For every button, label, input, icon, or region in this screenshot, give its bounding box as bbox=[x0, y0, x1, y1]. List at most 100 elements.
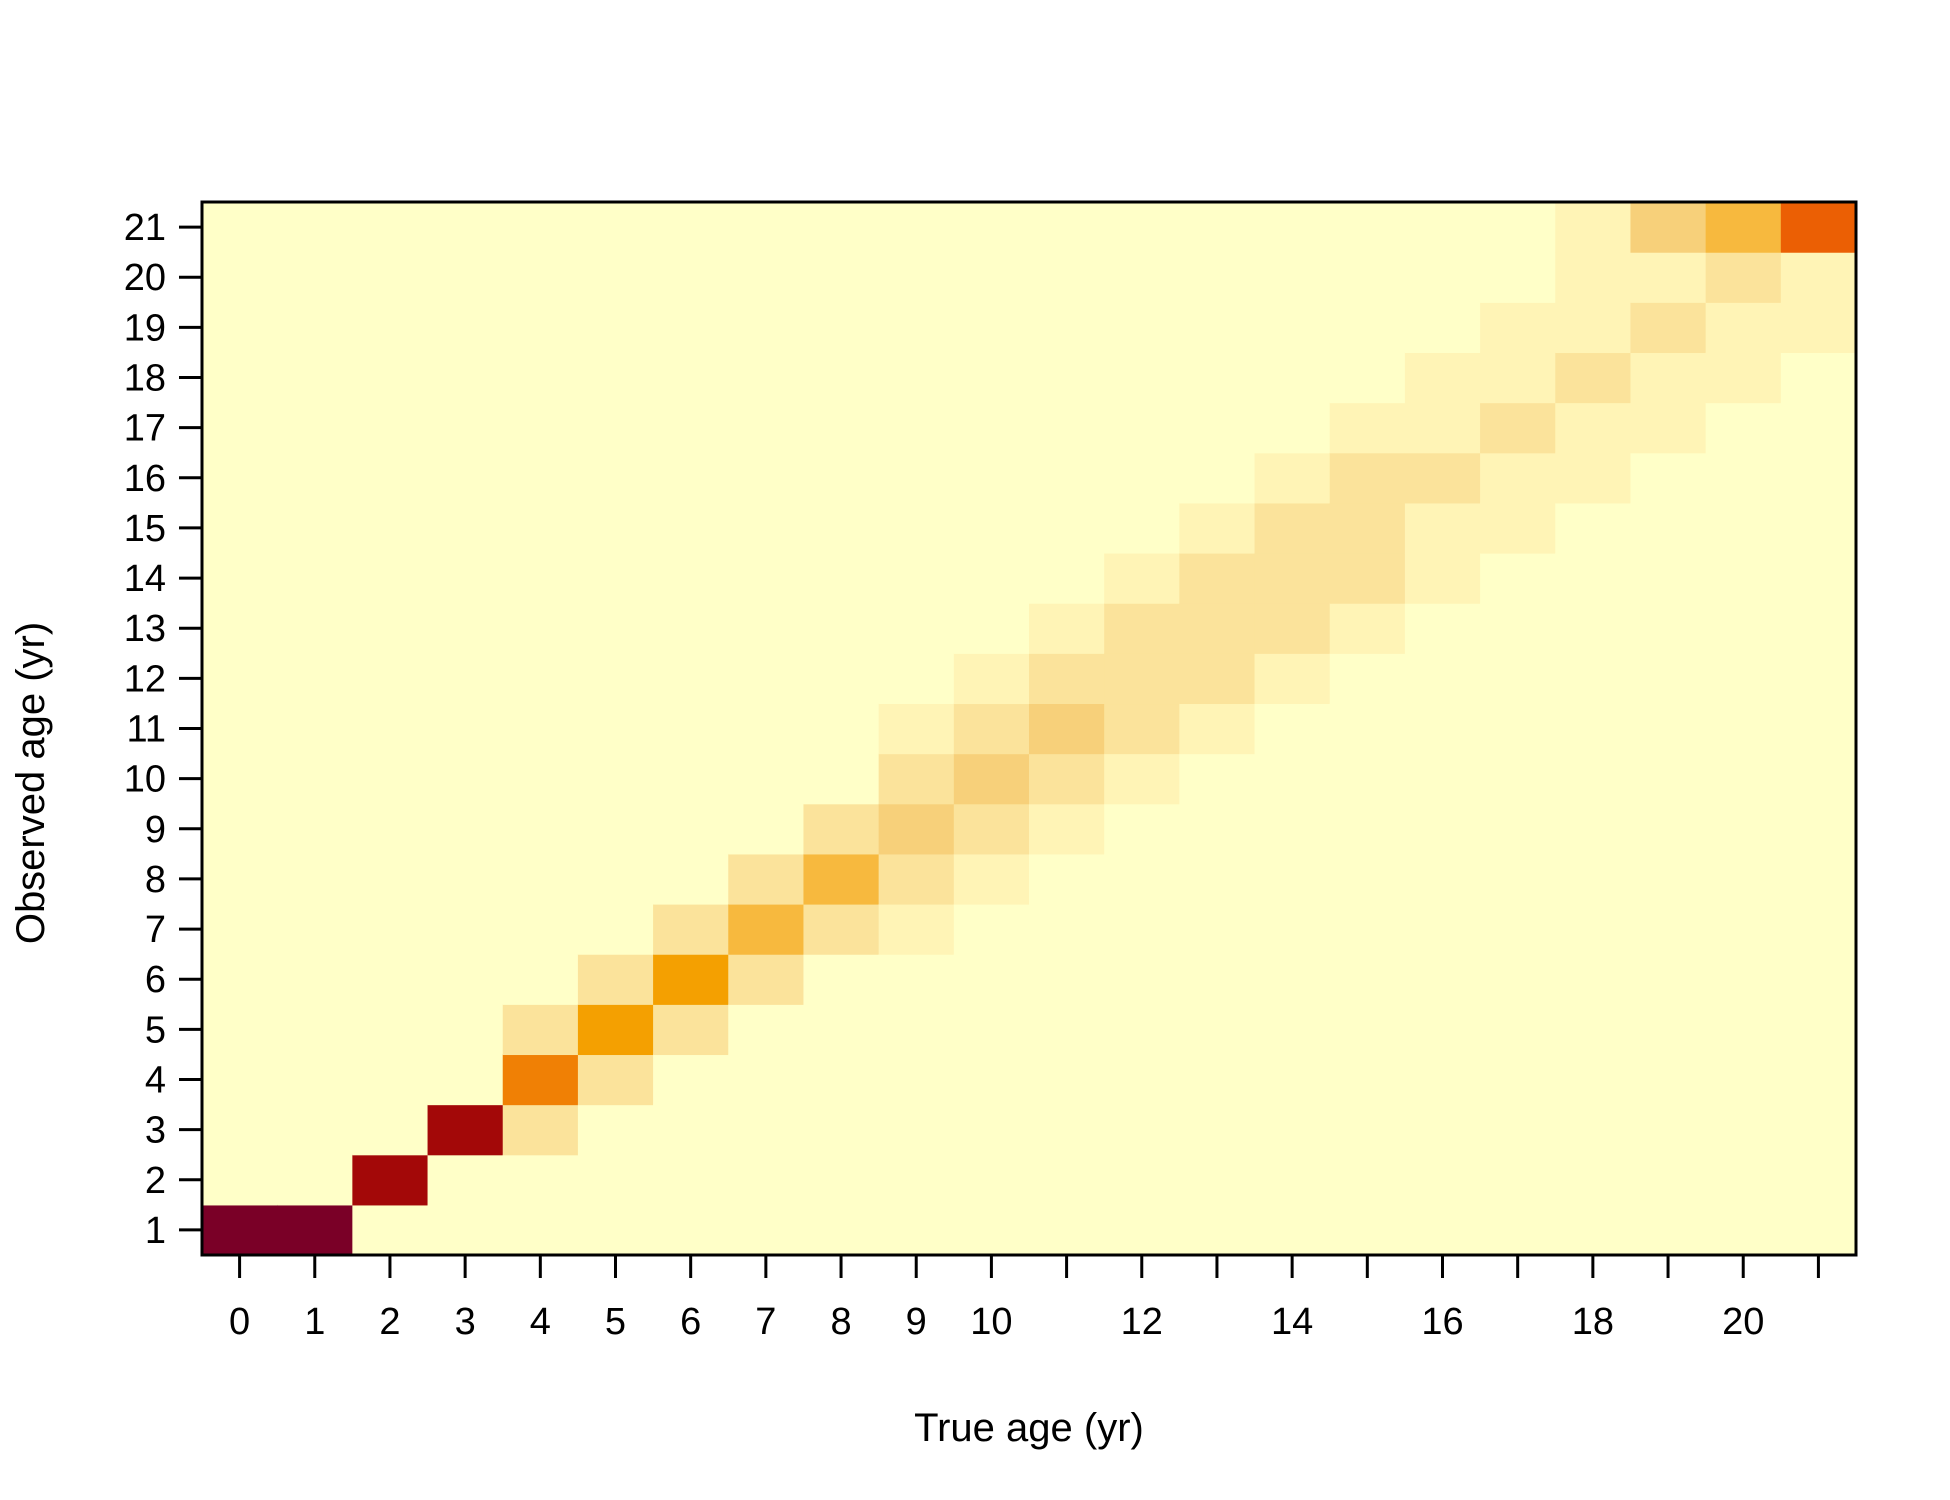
heatmap-cell bbox=[728, 703, 805, 755]
heatmap-cell bbox=[202, 1104, 278, 1156]
y-tick-label: 6 bbox=[145, 959, 166, 1001]
heatmap-cell bbox=[1780, 904, 1857, 955]
heatmap-cell bbox=[352, 753, 429, 805]
heatmap-cell bbox=[803, 402, 880, 454]
heatmap-cell bbox=[1780, 803, 1857, 855]
x-tick-label: 10 bbox=[970, 1301, 1012, 1343]
heatmap-cell bbox=[803, 904, 880, 955]
heatmap-cell bbox=[1480, 452, 1556, 504]
heatmap-cell bbox=[277, 803, 353, 855]
y-tick-label: 21 bbox=[124, 207, 166, 249]
heatmap-cell bbox=[277, 1104, 353, 1156]
heatmap-cell bbox=[502, 803, 579, 855]
y-tick-label: 7 bbox=[145, 909, 166, 951]
x-tick-label: 16 bbox=[1421, 1301, 1463, 1343]
heatmap-cell bbox=[1780, 753, 1857, 805]
heatmap-cell bbox=[502, 302, 579, 354]
heatmap-cell bbox=[653, 954, 729, 1005]
heatmap-cell bbox=[728, 1204, 805, 1256]
heatmap-cell bbox=[803, 202, 880, 253]
heatmap-cell bbox=[1705, 653, 1782, 705]
heatmap-cell bbox=[1630, 1204, 1707, 1256]
heatmap-cell bbox=[653, 703, 729, 755]
heatmap-cell bbox=[1480, 1054, 1556, 1106]
x-tick-label: 4 bbox=[530, 1301, 551, 1343]
heatmap-cell bbox=[1780, 452, 1857, 504]
heatmap-cell bbox=[1480, 753, 1556, 805]
x-tick-label: 3 bbox=[455, 1301, 476, 1343]
heatmap-cell bbox=[1630, 252, 1707, 303]
heatmap-cell bbox=[728, 803, 805, 855]
heatmap-cell bbox=[1480, 703, 1556, 755]
heatmap-cell bbox=[1630, 202, 1707, 253]
heatmap-cell bbox=[1630, 553, 1707, 604]
heatmap-cell bbox=[1104, 252, 1180, 303]
heatmap-cell bbox=[277, 703, 353, 755]
heatmap-cell bbox=[577, 402, 654, 454]
heatmap-cell bbox=[803, 1054, 880, 1106]
y-tick-label: 10 bbox=[124, 759, 166, 801]
heatmap-cell bbox=[1329, 252, 1406, 303]
heatmap-cell bbox=[1329, 803, 1406, 855]
heatmap-cell bbox=[577, 202, 654, 253]
heatmap-cell bbox=[1705, 904, 1782, 955]
heatmap-cell bbox=[1630, 653, 1707, 705]
heatmap-cell bbox=[502, 753, 579, 805]
heatmap-cell bbox=[202, 1054, 278, 1106]
heatmap-cell bbox=[878, 252, 955, 303]
heatmap-cell bbox=[1705, 603, 1782, 654]
heatmap-cell bbox=[1329, 703, 1406, 755]
heatmap-cell bbox=[653, 803, 729, 855]
y-tick-label: 3 bbox=[145, 1110, 166, 1152]
heatmap-cell bbox=[1029, 803, 1105, 855]
heatmap-cell bbox=[1555, 452, 1632, 504]
heatmap-cell bbox=[1630, 954, 1707, 1005]
heatmap-cell bbox=[1029, 753, 1105, 805]
heatmap-cell bbox=[352, 202, 429, 253]
heatmap-cell bbox=[1780, 402, 1857, 454]
heatmap-cell bbox=[202, 202, 278, 253]
heatmap-cell bbox=[277, 302, 353, 354]
heatmap-cell bbox=[953, 603, 1030, 654]
heatmap-cell bbox=[1480, 252, 1556, 303]
heatmap-cell bbox=[728, 302, 805, 354]
heatmap-cell bbox=[352, 452, 429, 504]
heatmap-cell bbox=[352, 302, 429, 354]
heatmap-cell bbox=[1254, 502, 1331, 554]
heatmap-cell bbox=[1480, 402, 1556, 454]
heatmap-cell bbox=[878, 703, 955, 755]
heatmap-cell bbox=[1179, 904, 1256, 955]
heatmap-cell bbox=[202, 502, 278, 554]
heatmap-cell bbox=[427, 352, 504, 404]
heatmap-cell bbox=[502, 352, 579, 404]
heatmap-cell bbox=[427, 703, 504, 755]
heatmap-cell bbox=[1705, 553, 1782, 604]
heatmap-cell bbox=[1179, 352, 1256, 404]
heatmap-cell bbox=[1480, 1154, 1556, 1206]
y-tick-label: 13 bbox=[124, 608, 166, 650]
heatmap-cell bbox=[1254, 653, 1331, 705]
heatmap-cell bbox=[352, 603, 429, 654]
heatmap-cell bbox=[427, 502, 504, 554]
heatmap-cell bbox=[953, 402, 1030, 454]
heatmap-cell bbox=[1179, 553, 1256, 604]
heatmap-cell bbox=[1404, 653, 1481, 705]
heatmap-cell bbox=[352, 1104, 429, 1156]
heatmap-cell bbox=[1104, 502, 1180, 554]
heatmap-cell bbox=[1630, 753, 1707, 805]
heatmap-cell bbox=[427, 1104, 504, 1156]
heatmap-cell bbox=[803, 954, 880, 1005]
heatmap-cell bbox=[1254, 753, 1331, 805]
heatmap-cell bbox=[577, 803, 654, 855]
heatmap-cell bbox=[277, 402, 353, 454]
heatmap-cell bbox=[1404, 904, 1481, 955]
heatmap-cell bbox=[202, 402, 278, 454]
heatmap-cell bbox=[277, 352, 353, 404]
heatmap-cell bbox=[1104, 402, 1180, 454]
heatmap-cell bbox=[1780, 653, 1857, 705]
heatmap-cell bbox=[728, 954, 805, 1005]
heatmap-cell bbox=[1404, 302, 1481, 354]
heatmap-cell bbox=[277, 853, 353, 905]
x-tick-label: 18 bbox=[1572, 1301, 1614, 1343]
heatmap-cell bbox=[653, 853, 729, 905]
